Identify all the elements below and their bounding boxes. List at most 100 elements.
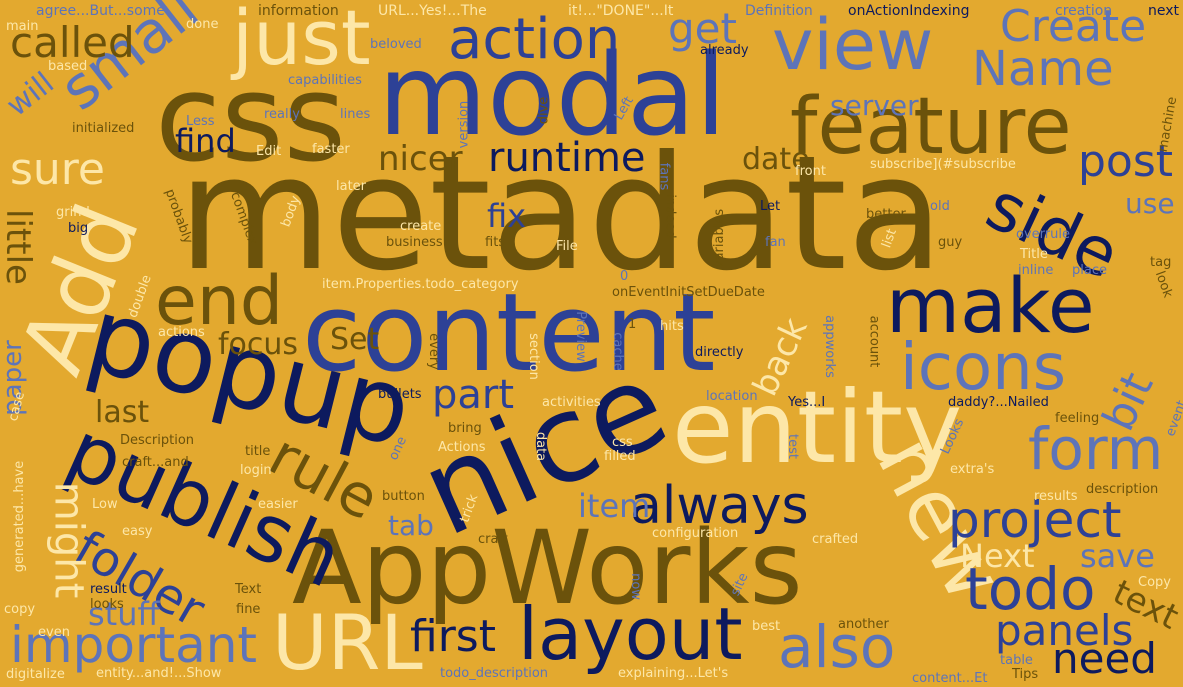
word-generated: generated...have (12, 460, 28, 573)
word-low: Low (92, 497, 118, 512)
word-machine: machine (1155, 95, 1181, 154)
word-bullets: bullets (378, 387, 422, 402)
word-save: save (1080, 537, 1155, 575)
word-test: test (784, 434, 800, 459)
word-even: even (38, 625, 70, 640)
word-guy: guy (938, 235, 963, 250)
word-last: last (95, 395, 150, 430)
word-cache: cache (609, 332, 625, 371)
word-tab: tab (388, 509, 434, 542)
word-best: best (752, 619, 781, 634)
word-fan: fan (765, 235, 786, 250)
word-one-digit: 1 (628, 317, 637, 332)
word-panels: panels (995, 606, 1134, 655)
word-let: Let (760, 199, 781, 214)
word-css: css (155, 50, 347, 189)
word-looks: looks (90, 597, 124, 612)
word-end: end (155, 262, 284, 341)
word-results: results (1034, 489, 1078, 504)
word-result: result (90, 582, 127, 597)
word-next: Next (960, 537, 1035, 575)
word-content-et: content...Et (912, 671, 988, 686)
word-version: version (456, 100, 472, 149)
word-oneventinit: onEventInitSetDueDate (612, 285, 765, 300)
word-account: account (866, 315, 882, 368)
word-location: location (706, 389, 758, 404)
word-description: Description (120, 433, 195, 448)
word-just: just (232, 0, 371, 82)
word-yes: Yes...I (788, 395, 826, 410)
word-feature: feature (790, 82, 1072, 172)
word-it-done: it!..."DONE"...It (568, 3, 674, 19)
word-name: Name (972, 41, 1114, 97)
word-agree: agree...But...some (36, 3, 165, 19)
word-extras: extra's (950, 462, 995, 477)
word-digitalize: digitalize (6, 667, 65, 682)
word-appworks-small: appworks (821, 315, 837, 378)
word-next-small: next (1148, 3, 1180, 19)
word-grind: grind (56, 205, 90, 220)
word-layout: layout (518, 592, 743, 676)
word-dive: dive (536, 96, 552, 125)
word-better: better (866, 207, 906, 222)
word-focus: focus (218, 327, 299, 362)
word-beloved: beloved (370, 37, 422, 52)
word-url: URL (272, 598, 423, 687)
word-action: action (448, 7, 621, 72)
word-description-small: description (1086, 482, 1159, 497)
word-metadata: metadata (178, 122, 944, 306)
word-another: another (838, 617, 889, 632)
word-variables: variables (712, 208, 728, 269)
word-first: first (410, 611, 496, 662)
word-activities: activities (542, 395, 601, 410)
word-data: data (533, 431, 549, 462)
word-use: use (1125, 187, 1175, 220)
word-create-small: create (400, 219, 442, 234)
word-server: server (830, 89, 919, 122)
word-easy: easy (122, 524, 153, 539)
word-fans: fans (656, 162, 672, 191)
word-hits: hits (660, 319, 684, 334)
word-view: view (772, 4, 934, 86)
word-set: Set (330, 322, 380, 357)
word-section: section (525, 333, 541, 380)
word-login: login (240, 463, 272, 478)
word-fits: fits (485, 235, 506, 250)
word-indeed: indeed (662, 194, 678, 239)
word-fine: fine (236, 602, 261, 617)
word-zero: 0 (620, 269, 629, 284)
word-text-small: Text (235, 582, 262, 597)
word-capabilities: capabilities (288, 73, 362, 88)
word-initialized: initialized (72, 121, 135, 136)
word-daddy: daddy?...Nailed (948, 395, 1049, 410)
word-actions: actions (158, 325, 205, 340)
word-explaining: explaining...Let's (618, 666, 729, 681)
word-place: place (1072, 263, 1107, 278)
word-entity: entity (672, 369, 963, 486)
word-copy-cap: Copy (1138, 575, 1171, 590)
word-make: make (886, 261, 1095, 350)
word-lines: lines (340, 107, 371, 122)
word-button: button (382, 489, 425, 504)
word-front: front (795, 164, 826, 179)
word-need: need (1052, 634, 1157, 683)
word-table: table (1000, 653, 1033, 668)
word-craft: craft (478, 532, 508, 547)
word-content: content (302, 271, 716, 396)
word-modal: modal (378, 31, 727, 161)
word-title-small: title (245, 444, 271, 459)
word-will: will (0, 65, 61, 124)
word-business: business (386, 235, 443, 250)
word-event: event (1163, 398, 1183, 439)
word-always: always (630, 476, 809, 536)
word-subscribe: subscribe](#subscribe (870, 157, 1016, 172)
word-onactionindexing: onActionIndexing (848, 3, 970, 19)
word-preview: Preview (572, 311, 588, 362)
word-feeling: feeling (1055, 411, 1100, 426)
word-configuration: configuration (652, 526, 739, 541)
word-todo-description: todo_description (440, 666, 549, 681)
word-bring: bring (448, 421, 482, 436)
word-filled: filled (604, 449, 636, 464)
word-inline: inline (1018, 263, 1054, 278)
